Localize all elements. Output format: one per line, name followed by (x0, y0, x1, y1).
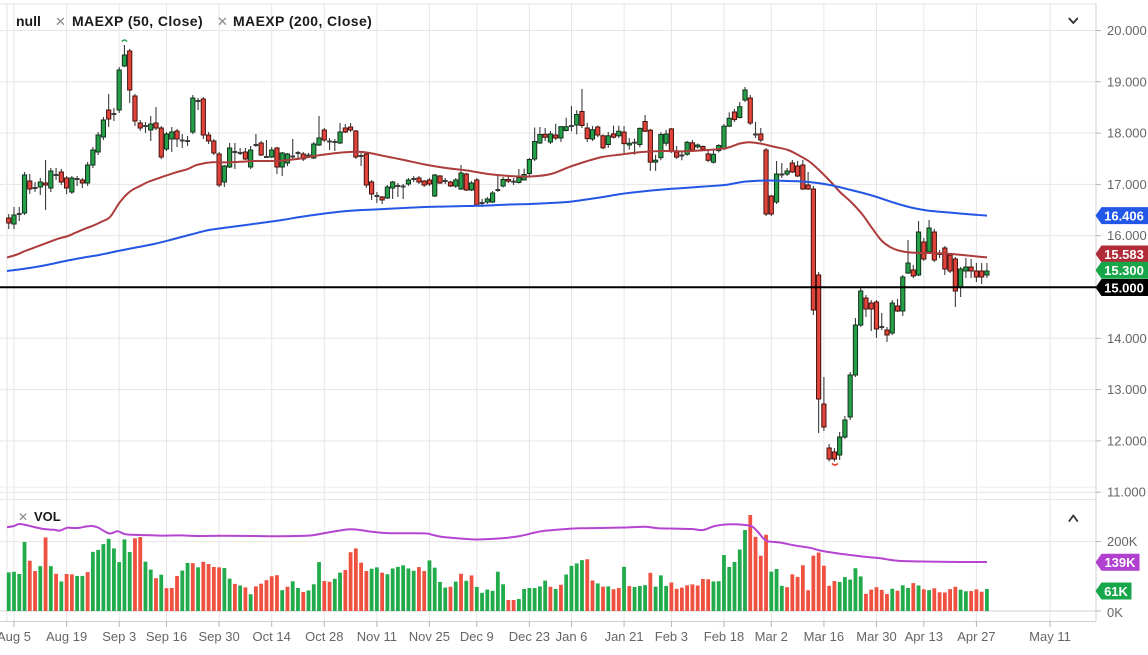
svg-text:Apr 13: Apr 13 (905, 629, 943, 644)
svg-text:Aug 19: Aug 19 (46, 629, 87, 644)
svg-text:✕: ✕ (217, 14, 228, 29)
svg-text:17.000: 17.000 (1107, 177, 1147, 192)
svg-text:Dec 23: Dec 23 (509, 629, 550, 644)
svg-text:Apr 27: Apr 27 (957, 629, 995, 644)
svg-text:19.000: 19.000 (1107, 74, 1147, 89)
svg-text:20.000: 20.000 (1107, 23, 1147, 38)
svg-text:VOL: VOL (34, 509, 61, 524)
svg-text:MAEXP (50, Close): MAEXP (50, Close) (72, 13, 203, 29)
svg-text:May 11: May 11 (1029, 629, 1071, 644)
svg-text:Sep 30: Sep 30 (198, 629, 239, 644)
svg-text:12.000: 12.000 (1107, 433, 1147, 448)
svg-text:15.000: 15.000 (1104, 280, 1144, 295)
svg-text:16.406: 16.406 (1104, 208, 1144, 223)
svg-text:13.000: 13.000 (1107, 382, 1147, 397)
svg-text:Mar 2: Mar 2 (755, 629, 788, 644)
svg-text:Oct 28: Oct 28 (305, 629, 343, 644)
svg-text:200K: 200K (1107, 534, 1138, 549)
svg-text:✕: ✕ (55, 14, 66, 29)
svg-text:Nov 11: Nov 11 (357, 629, 397, 644)
svg-text:null: null (16, 13, 41, 29)
svg-text:MAEXP (200, Close): MAEXP (200, Close) (233, 13, 372, 29)
svg-text:11.000: 11.000 (1107, 485, 1146, 500)
svg-text:Jan 21: Jan 21 (605, 629, 644, 644)
svg-text:Oct 14: Oct 14 (253, 629, 291, 644)
svg-text:Jan 6: Jan 6 (556, 629, 588, 644)
svg-text:Mar 16: Mar 16 (804, 629, 844, 644)
svg-text:14.000: 14.000 (1107, 331, 1147, 346)
svg-text:Mar 30: Mar 30 (856, 629, 896, 644)
svg-text:0K: 0K (1107, 605, 1123, 620)
svg-text:Nov 25: Nov 25 (409, 629, 450, 644)
svg-text:15.300: 15.300 (1104, 263, 1144, 278)
svg-text:15.583: 15.583 (1104, 247, 1144, 262)
svg-text:16.000: 16.000 (1107, 228, 1147, 243)
svg-text:61K: 61K (1104, 584, 1128, 599)
svg-text:139K: 139K (1104, 555, 1136, 570)
svg-text:Feb 18: Feb 18 (704, 629, 744, 644)
svg-text:✕: ✕ (18, 510, 28, 524)
svg-text:18.000: 18.000 (1107, 126, 1147, 141)
svg-text:Sep 3: Sep 3 (102, 629, 136, 644)
svg-text:Aug 5: Aug 5 (0, 629, 31, 644)
svg-text:Dec 9: Dec 9 (460, 629, 494, 644)
svg-text:Sep 16: Sep 16 (146, 629, 187, 644)
svg-text:Feb 3: Feb 3 (655, 629, 688, 644)
